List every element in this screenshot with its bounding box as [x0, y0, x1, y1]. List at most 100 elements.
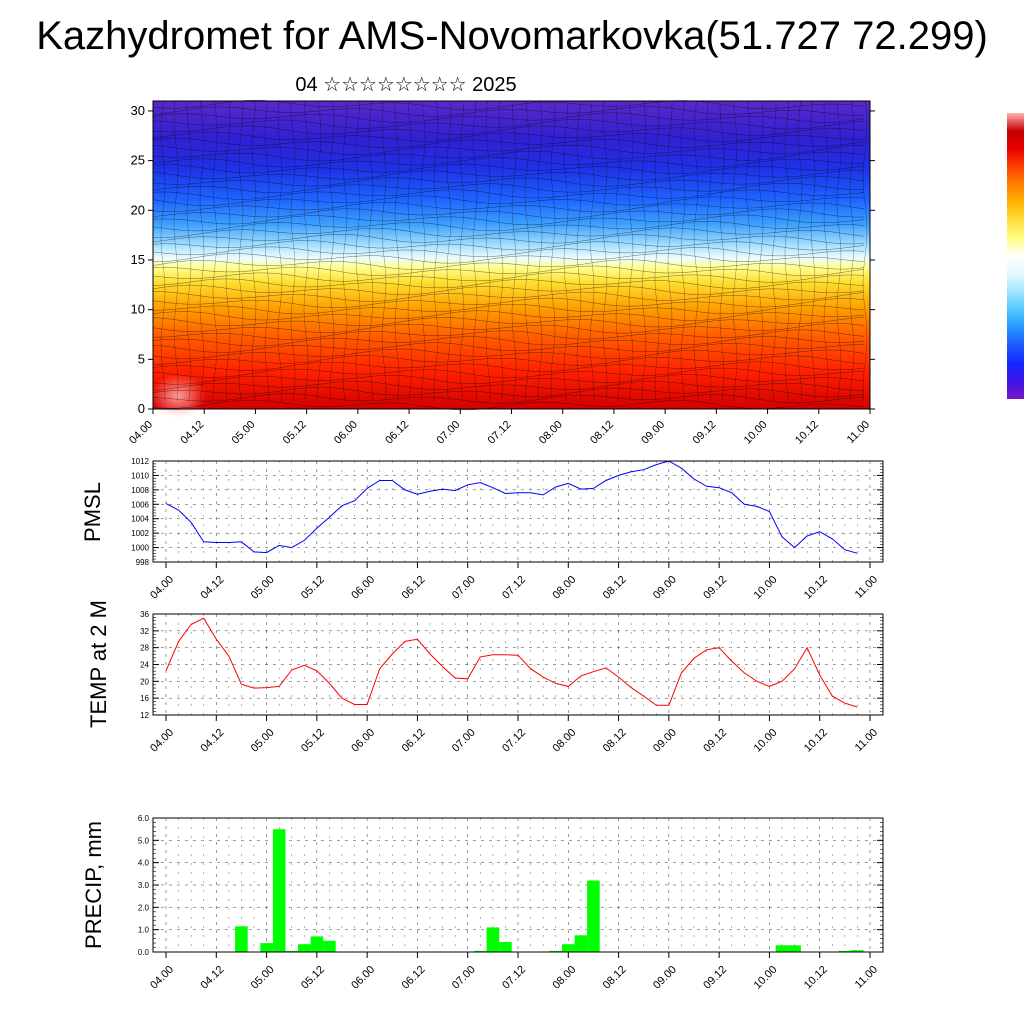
wind-vertical [238, 100, 244, 402]
ytick-label: 1.0 [138, 926, 150, 935]
precip-bar [549, 950, 562, 952]
wind-vertical [524, 100, 530, 402]
wind-vertical [719, 100, 725, 402]
streamline [152, 138, 865, 149]
wind-vertical [758, 100, 764, 402]
streamline [152, 144, 865, 155]
streamline [152, 150, 865, 162]
xtick-label: 06.12 [400, 727, 428, 755]
wind-vertical [485, 100, 491, 402]
wind-vertical [251, 100, 257, 402]
streamline [152, 189, 865, 200]
wind-vertical [732, 100, 738, 402]
y-axis-label: TEMP at 2 M [86, 600, 111, 728]
xtick-label: 05.12 [299, 727, 327, 755]
wind-vertical [589, 100, 595, 401]
wind-vertical [498, 100, 504, 402]
ytick-label: 1008 [131, 486, 149, 495]
wind-vertical [160, 100, 166, 402]
streamline [152, 291, 865, 302]
streamline [152, 246, 865, 257]
streamline [152, 387, 865, 398]
wind-vertical [563, 100, 569, 402]
xtick-label: 10.12 [802, 727, 830, 755]
ytick-label: 12 [140, 711, 149, 720]
streamline [152, 367, 865, 379]
xtick-label: 10.12 [802, 964, 830, 992]
xtick-label: 04.12 [198, 727, 226, 755]
xtick-label: 06.12 [400, 964, 428, 992]
wind-vertical [823, 100, 829, 402]
wind-vertical [225, 100, 231, 402]
streamline [152, 393, 865, 404]
wind-vertical [693, 100, 699, 402]
ytick-label: 998 [136, 558, 150, 567]
ytick-label: 6.0 [138, 814, 150, 823]
ytick-label: 16 [140, 694, 149, 703]
streamline [152, 106, 865, 117]
ytick-label: 20 [140, 677, 149, 686]
xtick-label: 11.00 [853, 574, 880, 601]
wind-vertical [446, 100, 452, 402]
streamline [152, 227, 865, 238]
xtick-label: 11.00 [853, 727, 880, 754]
streamline [152, 323, 865, 334]
streamline [152, 310, 865, 321]
chart-3: 0.0 1.0 2.0 3.0 4.0 5.0 6.0 04.00 04.12 05.00 05.1… [81, 814, 884, 992]
ytick-label: 1002 [131, 529, 149, 538]
wind-vertical [290, 100, 296, 402]
wind-vertical [186, 100, 192, 402]
streamline [152, 214, 865, 226]
streamline [152, 176, 865, 187]
streamline [152, 253, 865, 264]
page-subtitle: 04 ☆☆☆☆☆☆☆☆ 2025 [295, 74, 517, 96]
wind-vertical [173, 100, 179, 402]
wind-vertical [771, 100, 777, 402]
xtick-label: 08.00 [550, 964, 578, 992]
series-line [165, 460, 858, 554]
precip-bar [298, 944, 311, 952]
cross-section-ytick-label: 25 [131, 153, 145, 168]
precip-bar [272, 829, 286, 952]
wind-vertical [862, 100, 868, 402]
xtick-label: 05.12 [299, 574, 327, 602]
streamline [152, 317, 865, 328]
ytick-label: 24 [140, 661, 149, 670]
streamline [152, 259, 865, 270]
streamline [152, 329, 865, 340]
xtick-label: 07.00 [450, 574, 478, 602]
y-axis-label: PMSL [80, 482, 105, 542]
ytick-label: 1004 [131, 515, 149, 524]
precip-bar [851, 950, 864, 952]
wind-vertical [784, 100, 790, 402]
page-title: Kazhydromet for AMS-Novomarkovka(51.727 … [36, 14, 988, 58]
streamline [152, 157, 865, 168]
wind-vertical [329, 100, 335, 402]
ytick-label: 28 [140, 644, 149, 653]
xtick-label: 07.12 [500, 964, 528, 992]
precip-bar [574, 935, 588, 953]
series-line [165, 617, 858, 708]
xtick-label: 09.12 [701, 727, 729, 755]
cross-section-ytick-label: 0 [138, 401, 145, 416]
xtick-label: 06.00 [349, 727, 377, 755]
wind-vertical [277, 100, 283, 402]
streamline [152, 284, 865, 296]
wind-vertical [537, 100, 543, 402]
ytick-label: 4.0 [138, 859, 150, 868]
wind-vertical [355, 100, 361, 402]
cross-section-ytick-label: 20 [131, 202, 145, 217]
streamline [152, 99, 865, 111]
xtick-label: 08.00 [550, 727, 578, 755]
ytick-label: 1000 [131, 544, 149, 553]
streamline [152, 125, 865, 136]
streamline [152, 234, 865, 245]
xtick-label: 06.12 [400, 574, 428, 602]
wind-vertical [342, 100, 348, 402]
wind-vertical [849, 100, 855, 402]
streamlines [152, 99, 865, 411]
cross-section-ytick-label: 15 [131, 252, 145, 267]
xtick-label: 10.00 [752, 574, 780, 602]
precip-bar [562, 944, 575, 952]
streamline [152, 272, 865, 283]
